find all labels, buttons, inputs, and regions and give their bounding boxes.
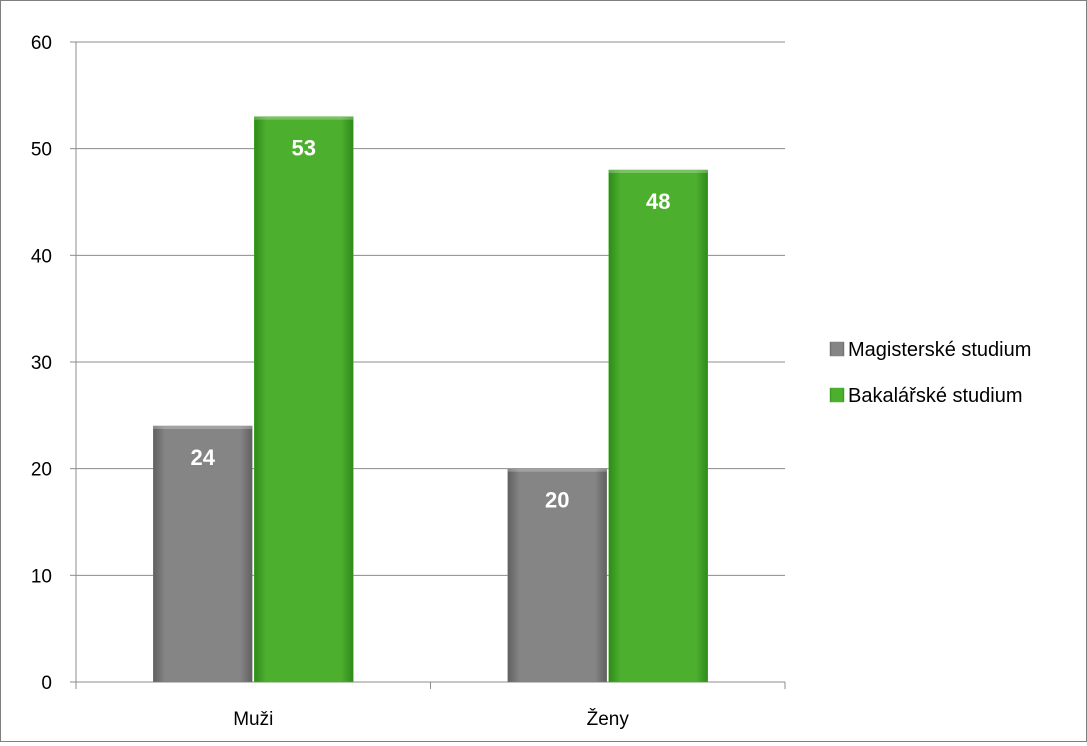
bar	[608, 169, 708, 683]
y-tick-label: 50	[31, 140, 52, 161]
bar	[153, 425, 253, 683]
x-tick-label: Muži	[233, 709, 273, 730]
bar	[254, 116, 354, 683]
legend-label: Magisterské studium	[848, 339, 1031, 361]
y-tick-label: 0	[41, 673, 52, 694]
legend-swatch	[829, 387, 845, 403]
legend-label: Bakalářské studium	[848, 385, 1023, 407]
bar-highlight	[608, 170, 708, 173]
data-labels: 24 53 20 48	[191, 136, 671, 513]
legend: Magisterské studium Bakalářské studium	[829, 339, 1031, 407]
x-tick-label: Ženy	[587, 708, 630, 730]
legend-swatch	[829, 341, 845, 357]
data-label: 24	[191, 445, 216, 470]
y-tick-label: 20	[31, 460, 52, 481]
data-label: 48	[646, 189, 670, 214]
bar-highlight	[254, 116, 354, 120]
bar-highlight	[507, 468, 607, 472]
bars	[153, 116, 708, 683]
bar-highlight	[153, 426, 253, 429]
data-label: 20	[545, 488, 569, 513]
bar	[507, 468, 607, 683]
y-tick-label: 10	[31, 566, 52, 587]
y-tick-label: 40	[31, 246, 52, 267]
y-tick-label: 30	[31, 353, 52, 374]
y-tick-label: 60	[31, 33, 52, 54]
data-label: 53	[292, 136, 316, 161]
